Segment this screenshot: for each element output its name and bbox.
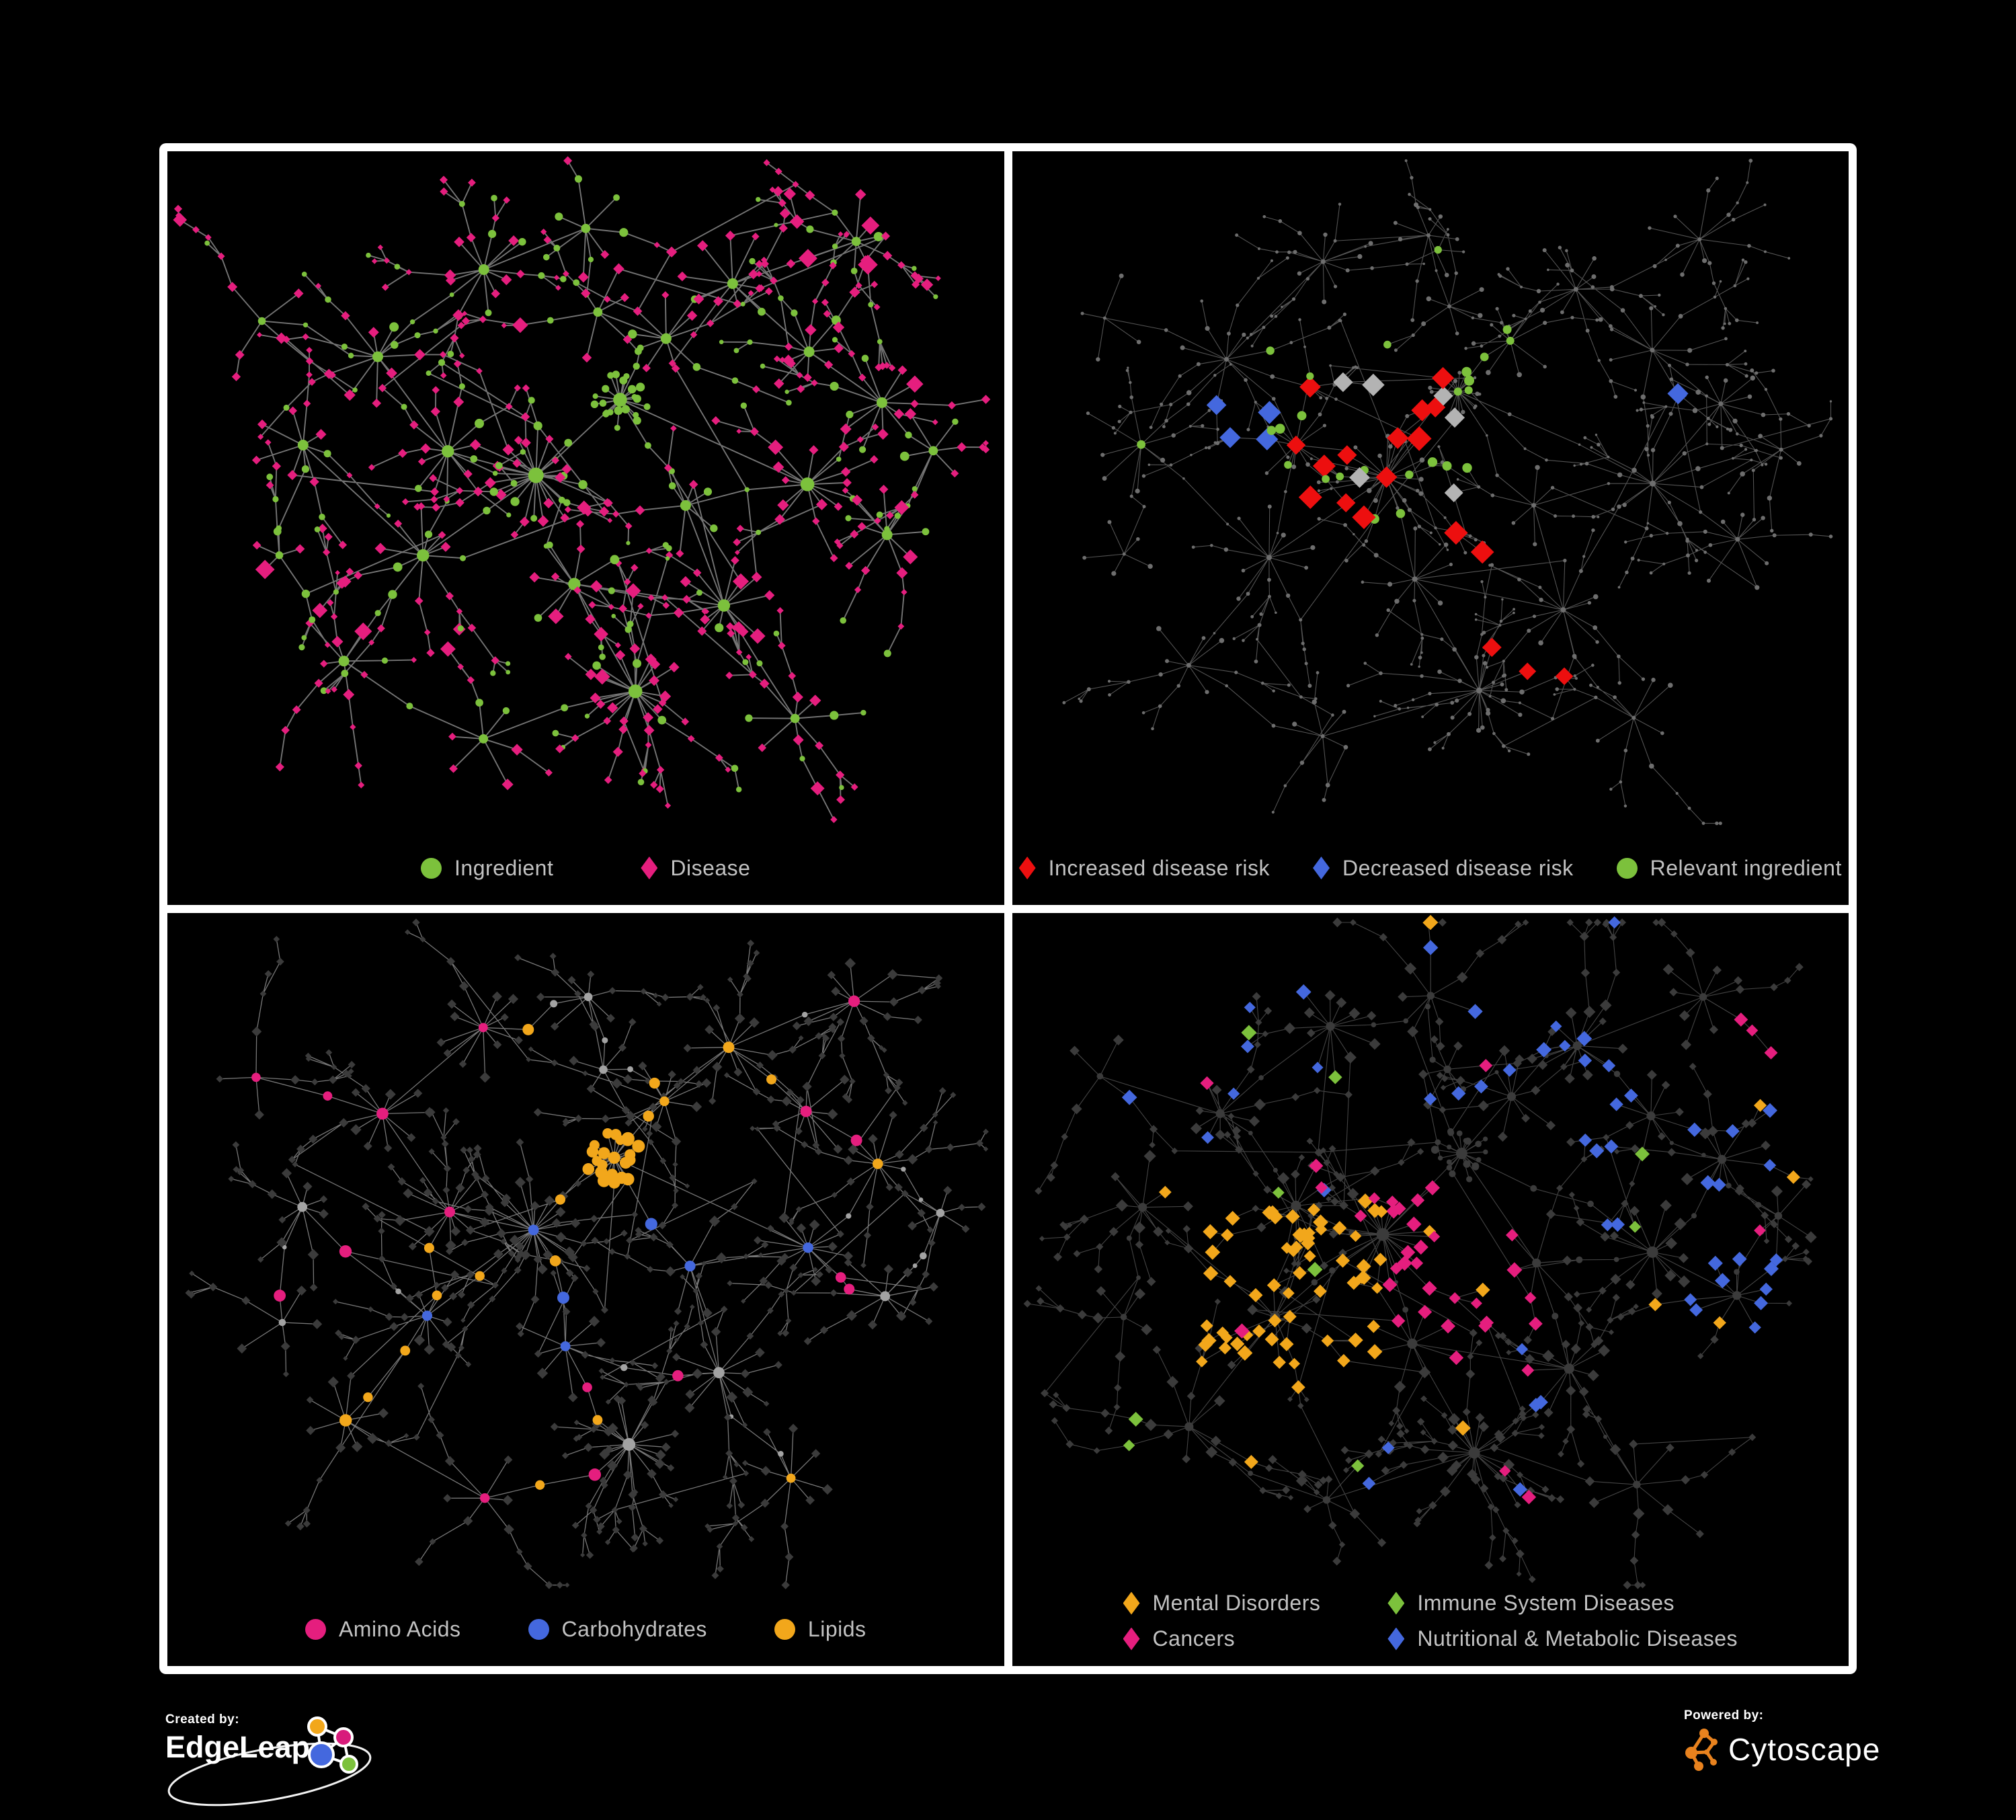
disease-categories-legend: Mental Disorders Immune System Diseases Ca… [1012,1591,1849,1651]
diamond-legend-icon [1123,1627,1140,1651]
diamond-legend-icon [1387,1591,1405,1615]
created-by-label: Created by: [165,1712,240,1727]
ingredient-classes-legend: Amino Acids Carbohydrates Lipids [167,1617,1004,1642]
legend-item: Immune System Diseases [1387,1591,1738,1616]
cytoscape-logo-icon [1685,1729,1718,1771]
ingredient-disease-network-graph [173,156,991,824]
legend-label: Decreased disease risk [1342,855,1574,880]
panel-disease-risk: Increased disease risk Decreased disease … [1012,151,1849,905]
diamond-legend-icon [1018,857,1036,879]
created-by-block: Created by: EdgeLeap [165,1712,542,1820]
legend-item: Lipids [774,1617,866,1642]
panel-disease-categories: Mental Disorders Immune System Diseases Ca… [1012,912,1849,1666]
panel-ingredient-classes: Amino Acids Carbohydrates Lipids [167,912,1004,1666]
legend-label: Immune System Diseases [1417,1591,1675,1615]
disease-risk-network-graph [1061,159,1832,826]
circle-legend-icon [305,1619,326,1640]
ingredient-disease-legend: Ingredient Disease [167,856,1004,881]
legend-item: Disease [641,856,750,881]
cytoscape-brand-row: Cytoscape [1684,1727,1953,1772]
legend-label: Mental Disorders [1152,1591,1321,1615]
edgeleap-brand-text: EdgeLeap [165,1730,311,1764]
legend-item: Relevant ingredient [1616,855,1842,881]
legend-label: Nutritional & Metabolic Diseases [1417,1626,1738,1651]
circle-legend-icon [421,857,442,879]
diamond-legend-icon [1387,1627,1405,1651]
legend-item: Nutritional & Metabolic Diseases [1387,1626,1738,1651]
diamond-legend-icon [1123,1591,1140,1615]
panel-ingredient-disease: Ingredient Disease [167,151,1004,905]
circle-legend-icon [1616,857,1638,879]
cytoscape-brand-text: Cytoscape [1728,1732,1881,1767]
circle-legend-icon [774,1619,795,1640]
legend-item: Carbohydrates [528,1617,707,1642]
legend-label: Relevant ingredient [1650,855,1842,880]
legend-item: Mental Disorders [1123,1591,1321,1616]
diamond-legend-icon [1313,857,1330,879]
legend-label: Increased disease risk [1048,855,1271,880]
powered-by-block: Powered by: Cytoscape [1684,1708,1953,1803]
legend-item: Increased disease risk [1018,855,1271,881]
edgeleap-logo-icon [167,1716,372,1807]
powered-by-label: Powered by: [1684,1708,1764,1723]
legend-item: Cancers [1123,1626,1321,1651]
legend-label: Lipids [807,1617,866,1641]
legend-item: Decreased disease risk [1313,856,1574,881]
panel-grid: Ingredient Disease Increased disease risk… [159,143,1857,1674]
legend-label: Cancers [1152,1626,1236,1651]
legend-label: Ingredient [454,855,554,880]
legend-label: Amino Acids [338,1617,461,1641]
legend-item: Amino Acids [305,1617,461,1642]
diamond-legend-icon [641,857,658,879]
legend-item: Ingredient [421,856,553,881]
disease-risk-legend: Increased disease risk Decreased disease … [1012,856,1849,881]
ingredient-classes-network-graph [185,918,989,1589]
disease-categories-network-graph [1023,914,1817,1589]
legend-label: Disease [670,855,751,880]
circle-legend-icon [528,1619,549,1640]
legend-label: Carbohydrates [561,1617,707,1641]
